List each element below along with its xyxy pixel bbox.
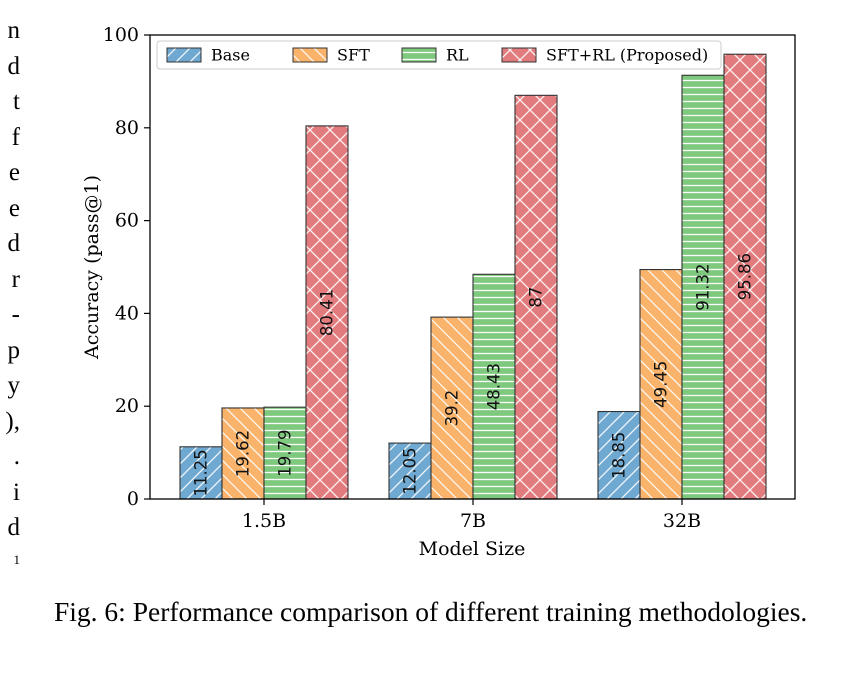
bar-hatch-overlay [472, 273, 516, 500]
left-text-fragment: d [7, 514, 21, 541]
bar-hatch-overlay [430, 316, 474, 500]
legend-swatch-hatch [501, 47, 537, 63]
y-axis-label: Accuracy (pass@1) [81, 175, 103, 360]
bar-value-label: 91.32 [694, 264, 713, 311]
legend-swatch-hatch [166, 47, 202, 63]
y-axis: 0 20 40 60 80 100 [103, 24, 150, 510]
x-tick-label: 32B [663, 510, 701, 532]
bars-group [179, 53, 767, 500]
bar-value-label: 80.41 [318, 289, 337, 336]
left-text-fragment: f [11, 123, 20, 151]
bar-hatch-overlay [305, 125, 349, 500]
left-text-fragment: r [11, 265, 20, 293]
bar-value-label: 87 [527, 287, 546, 308]
y-tick-label: 0 [127, 488, 139, 510]
bar-hatch-overlay [723, 53, 767, 500]
bar-hatch-overlay [681, 74, 725, 500]
legend-label: SFT [337, 46, 370, 65]
left-text-fragment: - [11, 301, 20, 328]
left-text-fragment: d [7, 230, 21, 257]
left-text-fragment: . [13, 443, 20, 470]
bar-hatch-overlay [514, 94, 558, 500]
legend-label: RL [446, 46, 469, 65]
left-text-fragment: 1 [13, 551, 21, 567]
legend-swatch-hatch [401, 47, 437, 63]
y-tick-label: 60 [115, 210, 139, 232]
bar-value-label: 49.45 [652, 361, 671, 408]
left-text-fragment: i [13, 478, 20, 506]
y-tick-label: 80 [115, 117, 139, 139]
bar-value-label: 48.43 [485, 363, 504, 410]
y-tick-label: 100 [103, 24, 139, 46]
left-text-fragment: e [8, 159, 20, 186]
bar-hatch-overlay [221, 407, 265, 500]
left-text-fragment: e [8, 194, 20, 222]
bar-labels-group: 11.25 19.62 19.79 80.41 12.05 39.2 48.43 87 18.8… [192, 253, 755, 497]
figure-caption: Fig. 6: Performance comparison of differ… [54, 596, 808, 627]
legend: Base SFT RL SFT+RL (Proposed) [156, 40, 722, 70]
x-axis: 1.5B 7B 32B [242, 499, 701, 532]
left-text-fragment: ), [5, 407, 20, 435]
y-tick-label: 40 [115, 302, 139, 324]
bar-value-label: 95.86 [736, 253, 755, 300]
bar-value-label: 11.25 [192, 449, 211, 496]
legend-swatch-hatch [292, 47, 328, 63]
left-text-fragment: n [7, 17, 21, 44]
x-tick-label: 1.5B [242, 510, 286, 532]
x-tick-label: 7B [460, 510, 486, 532]
left-text-fragment: y [7, 372, 21, 399]
bar-hatch-overlay [597, 410, 641, 500]
bar-value-label: 19.79 [276, 429, 295, 476]
left-text-fragment: p [7, 336, 21, 364]
left-text-fragment: t [13, 88, 20, 115]
bar-value-label: 12.05 [401, 447, 420, 494]
y-tick-label: 20 [115, 395, 139, 417]
bar-chart: 11.25 19.62 19.79 80.41 12.05 39.2 48.43 87 18.8… [81, 24, 796, 560]
bar-value-label: 39.2 [443, 390, 462, 427]
legend-label: Base [211, 46, 250, 65]
left-text-fragment: d [7, 52, 21, 80]
bar-hatch-overlay [639, 269, 683, 500]
x-axis-label: Model Size [419, 538, 526, 560]
bar-value-label: 19.62 [234, 430, 253, 477]
bar-value-label: 18.85 [610, 432, 629, 479]
legend-label: SFT+RL (Proposed) [546, 46, 708, 65]
